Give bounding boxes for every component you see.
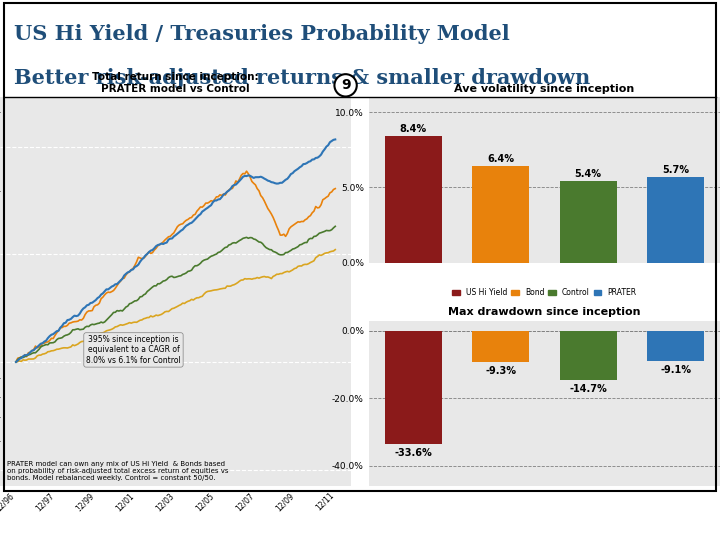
PRATER bbox=[38, 340, 47, 347]
Bar bbox=[472, 166, 529, 262]
Bond bbox=[276, 271, 284, 277]
Bar bbox=[384, 330, 441, 444]
Title: Max drawdown since inception: Max drawdown since inception bbox=[448, 307, 641, 317]
US Hi Yield bbox=[242, 168, 251, 174]
Text: -9.1%: -9.1% bbox=[660, 366, 691, 375]
Text: -14.7%: -14.7% bbox=[570, 384, 607, 394]
Bond bbox=[331, 246, 340, 253]
Bond bbox=[166, 307, 175, 313]
Text: Harlyn Capital: Private & confidential; restricted access: Harlyn Capital: Private & confidential; … bbox=[7, 509, 257, 517]
Text: 395% since inception is
equivalent to a CAGR of
8.0% vs 6.1% for Control: 395% since inception is equivalent to a … bbox=[86, 335, 181, 365]
US Hi Yield bbox=[278, 232, 287, 238]
Control bbox=[276, 252, 284, 258]
Text: Better risk-adjusted returns & smaller drawdown: Better risk-adjusted returns & smaller d… bbox=[14, 68, 590, 88]
Text: 9: 9 bbox=[341, 78, 351, 92]
Text: -33.6%: -33.6% bbox=[395, 448, 432, 458]
US Hi Yield bbox=[331, 185, 340, 192]
Control bbox=[60, 333, 68, 340]
US Hi Yield bbox=[38, 340, 47, 346]
Text: -9.3%: -9.3% bbox=[485, 366, 516, 376]
Bond bbox=[329, 248, 338, 254]
Line: US Hi Yield: US Hi Yield bbox=[16, 171, 336, 362]
PRATER bbox=[164, 237, 173, 243]
Control bbox=[38, 343, 47, 349]
Line: Control: Control bbox=[16, 226, 336, 362]
Text: US Hi Yield / Treasuries Probability Model: US Hi Yield / Treasuries Probability Mod… bbox=[14, 24, 510, 44]
PRATER bbox=[331, 136, 340, 143]
PRATER bbox=[166, 235, 175, 242]
US Hi Yield bbox=[100, 292, 109, 298]
Bar bbox=[559, 330, 616, 380]
Text: 5.7%: 5.7% bbox=[662, 165, 689, 174]
Title: Ave volatility since inception: Ave volatility since inception bbox=[454, 84, 634, 93]
Text: 05/12/2020: 05/12/2020 bbox=[661, 509, 713, 517]
Legend: US Hi Yield, Bond, Control, PRATER: US Hi Yield, Bond, Control, PRATER bbox=[449, 285, 639, 300]
Bond bbox=[164, 308, 173, 315]
US Hi Yield bbox=[164, 233, 173, 240]
Bond bbox=[12, 359, 20, 365]
Control bbox=[12, 359, 20, 365]
Text: 6.4%: 6.4% bbox=[487, 154, 514, 164]
Text: 5.4%: 5.4% bbox=[575, 169, 602, 179]
Control bbox=[166, 273, 175, 280]
US Hi Yield bbox=[166, 233, 175, 240]
PRATER bbox=[12, 359, 20, 365]
Bond bbox=[38, 351, 47, 357]
Bar bbox=[647, 177, 704, 262]
Text: PRATER model can own any mix of US Hi Yield  & Bonds based
on probability of ris: PRATER model can own any mix of US Hi Yi… bbox=[7, 461, 229, 481]
Bar bbox=[647, 330, 704, 361]
Line: Bond: Bond bbox=[16, 249, 336, 362]
US Hi Yield bbox=[12, 359, 20, 365]
Bar bbox=[559, 181, 616, 262]
Bar bbox=[384, 136, 441, 262]
Control bbox=[331, 223, 340, 230]
Control bbox=[329, 225, 338, 231]
Control bbox=[164, 274, 173, 281]
Line: PRATER: PRATER bbox=[16, 139, 336, 362]
Title: Total return since inception:
PRATER model vs Control: Total return since inception: PRATER mod… bbox=[92, 72, 259, 93]
Bond bbox=[60, 345, 68, 351]
PRATER bbox=[276, 180, 284, 186]
Text: 8.4%: 8.4% bbox=[400, 124, 427, 134]
PRATER bbox=[60, 320, 68, 327]
US Hi Yield bbox=[60, 323, 68, 329]
PRATER bbox=[329, 137, 338, 143]
Bar bbox=[472, 330, 529, 362]
